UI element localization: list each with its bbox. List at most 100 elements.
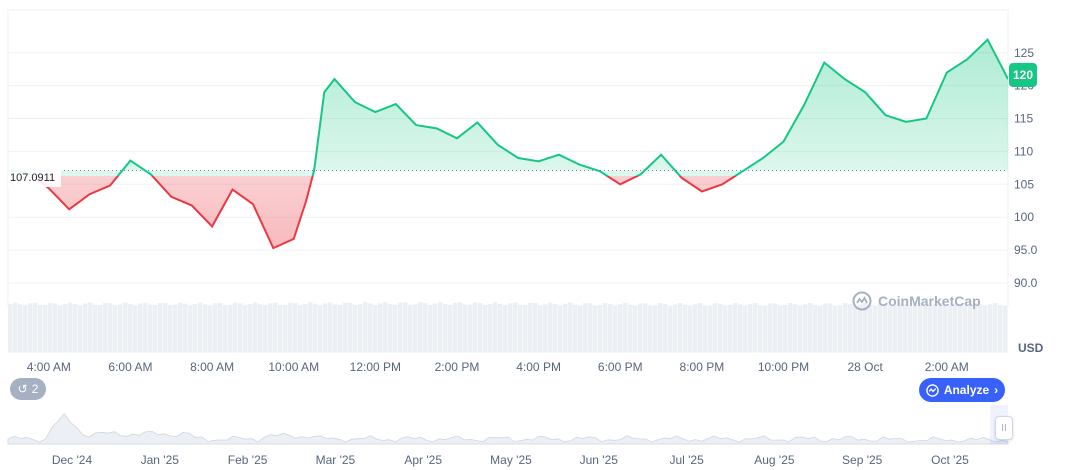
volume-bar — [823, 303, 828, 352]
volume-bar — [593, 305, 598, 352]
volume-bar — [728, 304, 733, 352]
x-tick-label: 28 Oct — [847, 360, 883, 374]
volume-bar — [578, 305, 583, 352]
volume-bar — [423, 303, 428, 352]
volume-bar — [138, 303, 143, 352]
volume-bar — [923, 304, 928, 352]
area-below-reference — [32, 176, 736, 249]
volume-bar — [363, 302, 368, 352]
volume-bar — [653, 305, 658, 352]
volume-bar — [263, 305, 268, 352]
price-line — [8, 37, 1008, 250]
x-tick-label: 10:00 PM — [758, 360, 809, 374]
volume-bar — [778, 305, 783, 352]
volume-bar — [133, 305, 138, 352]
analyze-button[interactable]: Analyze › — [919, 378, 1005, 402]
volume-bar — [848, 304, 853, 352]
volume-bar — [688, 305, 693, 352]
volume-bar — [288, 302, 293, 352]
volume-bar — [883, 303, 888, 352]
history-count: 2 — [31, 382, 39, 396]
volume-bar — [128, 303, 133, 352]
volume-bar — [38, 305, 43, 352]
volume-bar — [763, 305, 768, 352]
volume-bar — [548, 302, 553, 352]
volume-bar — [983, 305, 988, 352]
volume-bar — [413, 304, 418, 352]
price-area — [8, 39, 1008, 249]
volume-bar — [268, 303, 273, 352]
volume-bar — [188, 305, 193, 352]
volume-bar — [243, 305, 248, 352]
volume-bar — [233, 302, 238, 352]
volume-bar — [973, 303, 978, 352]
volume-bar — [748, 304, 753, 352]
volume-bar — [523, 304, 528, 352]
volume-bar — [558, 305, 563, 352]
volume-bar — [113, 305, 118, 352]
volume-bar — [408, 304, 413, 352]
volume-bar — [913, 304, 918, 352]
volume-bar — [388, 304, 393, 352]
volume-bar — [908, 305, 913, 352]
volume-bar — [473, 302, 478, 352]
volume-bar — [23, 305, 28, 352]
x-tick-label: 6:00 AM — [108, 360, 152, 374]
volume-bar — [148, 304, 153, 352]
volume-bar — [58, 305, 63, 352]
navigator-tick-label: Feb '25 — [228, 453, 268, 467]
y-tick-label: 95.0 — [1014, 243, 1038, 257]
range-navigator[interactable] — [7, 405, 1009, 445]
volume-bar — [463, 304, 468, 352]
volume-bar — [528, 302, 533, 352]
volume-bar — [198, 302, 203, 352]
volume-bar — [98, 305, 103, 352]
volume-bar — [918, 303, 923, 352]
navigator-tick-label: Aug '25 — [754, 453, 795, 467]
volume-bar — [708, 305, 713, 352]
analyze-label: Analyze — [943, 383, 990, 397]
volume-bar — [508, 303, 513, 352]
watermark-text: CoinMarketCap — [878, 293, 981, 309]
volume-bar — [533, 303, 538, 352]
volume-bar — [433, 303, 438, 352]
history-button[interactable]: ↺ 2 — [10, 378, 46, 400]
volume-bar — [888, 305, 893, 352]
volume-bar — [768, 303, 773, 352]
x-tick-label: 8:00 AM — [190, 360, 234, 374]
volume-bar — [273, 302, 278, 352]
volume-bar — [773, 303, 778, 352]
x-tick-label: 2:00 AM — [925, 360, 969, 374]
x-tick-label: 2:00 PM — [435, 360, 480, 374]
area-above-reference — [8, 39, 1008, 176]
volume-bar — [323, 303, 328, 352]
navigator-ticks: Dec '24 Jan '25 Feb '25 Mar '25 Apr '25 May '… — [52, 453, 969, 467]
volume-bar — [223, 305, 228, 352]
navigator-tick-label: Jun '25 — [580, 453, 619, 467]
volume-bar — [173, 304, 178, 352]
currency-label: USD — [1018, 341, 1044, 355]
volume-bar — [518, 304, 523, 352]
volume-bar — [453, 302, 458, 352]
x-tick-label: 10:00 AM — [268, 360, 319, 374]
navigator-handle[interactable]: II — [995, 416, 1013, 440]
volume-bar — [253, 302, 258, 352]
volume-bar — [938, 303, 943, 352]
volume-bar — [483, 305, 488, 352]
volume-bar — [513, 302, 518, 352]
volume-bar — [488, 303, 493, 352]
volume-bar — [978, 304, 983, 352]
volume-bar — [898, 303, 903, 352]
volume-bar — [448, 304, 453, 352]
y-tick-label: 100 — [1014, 210, 1034, 224]
volume-bar — [383, 302, 388, 352]
navigator-tick-label: Jan '25 — [141, 453, 180, 467]
volume-bar — [208, 305, 213, 352]
x-tick-label: 6:00 PM — [598, 360, 643, 374]
volume-bar — [78, 305, 83, 352]
volume-bar — [258, 304, 263, 352]
volume-bar — [828, 303, 833, 352]
volume-bar — [588, 303, 593, 352]
volume-bar — [398, 302, 403, 352]
